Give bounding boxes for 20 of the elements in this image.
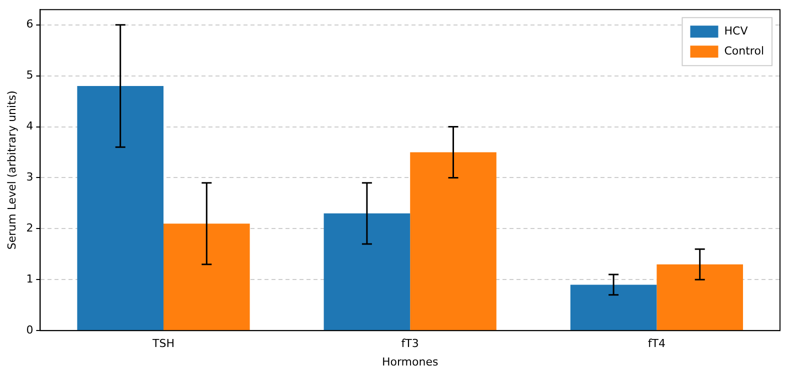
y-tick-label: 6	[26, 18, 34, 31]
x-tick-label: TSH	[152, 337, 174, 350]
bar	[164, 224, 250, 330]
y-tick-label: 3	[26, 170, 34, 184]
bar	[77, 86, 164, 330]
y-tick-label: 0	[26, 323, 34, 336]
y-tick-label: 4	[26, 120, 34, 133]
x-axis-title: Hormones	[382, 355, 438, 368]
bar	[656, 264, 744, 330]
x-tick-label: fT4	[648, 337, 666, 350]
y-tick-label: 2	[26, 222, 34, 235]
bar	[410, 152, 496, 330]
bar	[324, 213, 410, 330]
legend-label: Control	[724, 44, 764, 58]
legend-label: HCV	[724, 24, 748, 38]
y-tick-label: 1	[26, 272, 34, 286]
y-axis-title: Serum Level (arbitrary units)	[5, 90, 18, 250]
y-tick-label: 5	[26, 68, 34, 82]
bar	[570, 284, 657, 330]
x-tick-label: fT3	[401, 337, 419, 350]
